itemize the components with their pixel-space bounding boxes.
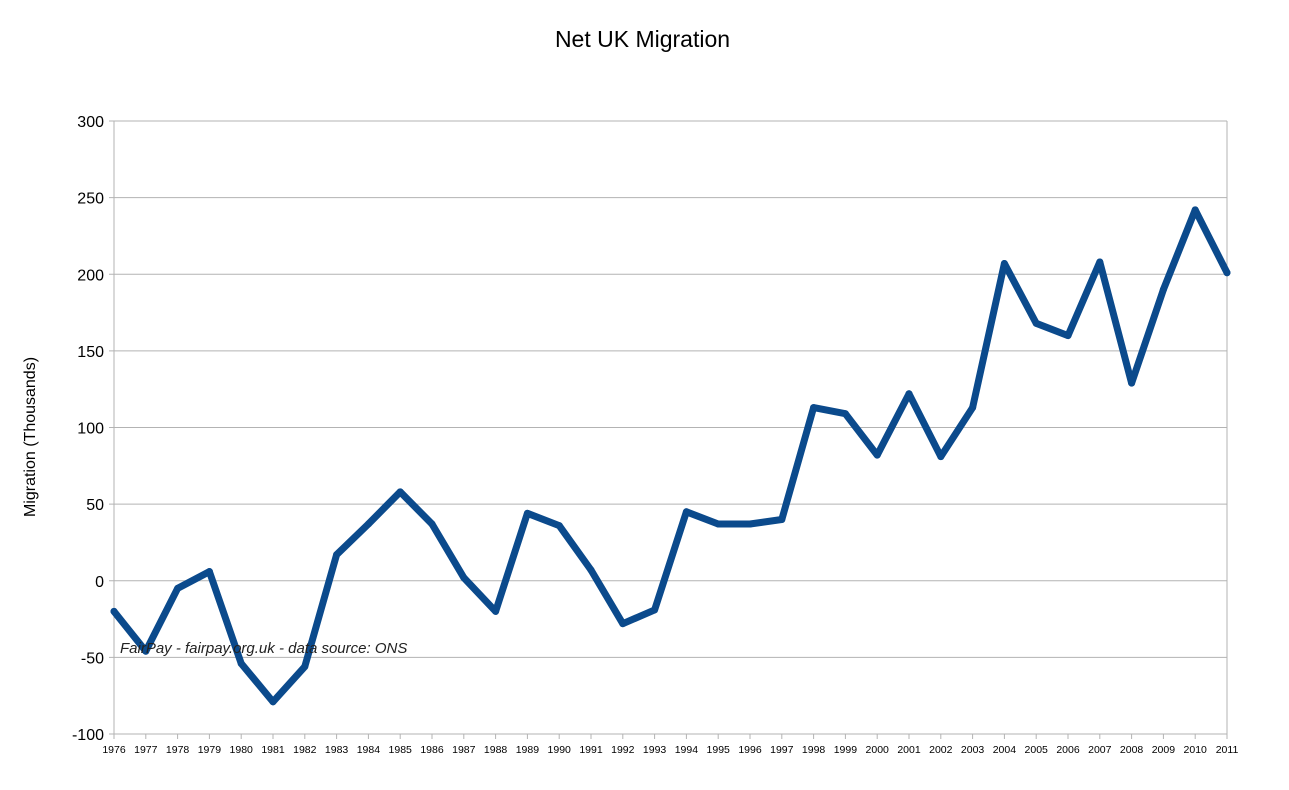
x-tick-label: 2005 <box>1025 744 1049 756</box>
x-tick-label: 2006 <box>1056 744 1080 756</box>
data-point <box>969 404 977 412</box>
x-tick-label: 2010 <box>1184 744 1208 756</box>
x-tick-label: 1989 <box>516 744 540 756</box>
data-point <box>333 551 341 559</box>
chart-title: Net UK Migration <box>554 26 731 52</box>
data-point <box>396 488 404 496</box>
gridlines <box>114 120 1227 735</box>
data-point <box>523 509 531 517</box>
y-tick-label: 250 <box>77 191 104 208</box>
x-tick-label: 1982 <box>293 744 317 756</box>
data-point <box>205 568 213 576</box>
x-tick-label: 1981 <box>261 744 285 756</box>
x-tick-label: 1977 <box>134 744 158 756</box>
x-tick-label: 1978 <box>166 744 190 756</box>
y-axis-label: Migration (Thousands) <box>22 357 39 517</box>
data-point <box>1191 206 1199 214</box>
data-point <box>651 606 659 614</box>
x-tick-label: 1976 <box>102 744 126 756</box>
data-point <box>873 451 881 459</box>
x-tick-label: 2004 <box>993 744 1017 756</box>
data-point <box>1000 260 1008 268</box>
x-tick-label: 1993 <box>643 744 667 756</box>
x-tick-label: 2011 <box>1216 744 1239 756</box>
x-tick-label: 1990 <box>548 744 572 756</box>
y-tick-label: 150 <box>77 344 104 361</box>
x-tick-label: 1999 <box>834 744 858 756</box>
data-point <box>1128 379 1136 387</box>
data-point <box>1096 258 1104 266</box>
data-point <box>364 520 372 528</box>
x-tick-label: 2008 <box>1120 744 1144 756</box>
x-tick-label: 2007 <box>1088 744 1112 756</box>
x-tick-label: 1979 <box>198 744 222 756</box>
data-point <box>810 404 818 412</box>
y-tick-label: 50 <box>86 497 104 514</box>
watermark-annotation: FairPay - fairpay.org.uk - data source: … <box>120 640 407 657</box>
data-point <box>1032 319 1040 327</box>
data-point <box>682 508 690 516</box>
data-point <box>301 663 309 671</box>
x-tick-label: 1996 <box>738 744 762 756</box>
x-tick-label: 1998 <box>802 744 826 756</box>
x-tick-label: 1980 <box>230 744 254 756</box>
x-axis-ticks: 1976 1977 1978 1979 1980 1981 1982 1983 1984 1985… <box>102 734 1238 756</box>
x-tick-label: 1983 <box>325 744 349 756</box>
data-point <box>1064 332 1072 340</box>
x-tick-label: 1997 <box>770 744 794 756</box>
data-point <box>428 520 436 528</box>
x-tick-label: 2002 <box>929 744 953 756</box>
series-line-0 <box>110 206 1231 706</box>
data-point <box>142 647 150 655</box>
y-tick-label: 300 <box>77 114 104 131</box>
x-tick-label: 2003 <box>961 744 985 756</box>
data-point <box>905 390 913 398</box>
x-tick-label: 2009 <box>1152 744 1176 756</box>
y-tick-label: -50 <box>81 650 104 667</box>
data-point <box>937 453 945 461</box>
x-tick-label: 1994 <box>675 744 699 756</box>
data-point <box>714 520 722 528</box>
data-point <box>1159 286 1167 294</box>
y-tick-label: 0 <box>95 574 104 591</box>
x-tick-label: 1985 <box>389 744 413 756</box>
x-tick-label: 1984 <box>357 744 381 756</box>
x-tick-label: 2001 <box>897 744 921 756</box>
y-axis-ticks: -100 -50 0 50 100 150 200 250 300 <box>72 114 114 744</box>
data-point <box>841 410 849 418</box>
x-tick-label: 1992 <box>611 744 635 756</box>
data-point <box>110 607 118 615</box>
y-tick-label: 100 <box>77 421 104 438</box>
data-point <box>460 574 468 582</box>
data-point <box>555 522 563 530</box>
data-point <box>746 520 754 528</box>
data-point <box>619 620 627 628</box>
x-tick-label: 1995 <box>707 744 731 756</box>
series-group <box>110 206 1231 706</box>
data-point <box>269 698 277 706</box>
x-tick-label: 1986 <box>420 744 444 756</box>
y-tick-label: -100 <box>72 727 104 744</box>
data-point <box>174 584 182 592</box>
y-tick-label: 200 <box>77 267 104 284</box>
x-tick-label: 2000 <box>866 744 890 756</box>
data-point <box>237 660 245 668</box>
x-tick-label: 1988 <box>484 744 508 756</box>
x-tick-label: 1987 <box>452 744 476 756</box>
x-tick-label: 1991 <box>579 744 603 756</box>
data-point <box>778 515 786 523</box>
data-point <box>587 566 595 574</box>
data-point <box>1223 269 1231 277</box>
data-point <box>492 607 500 615</box>
